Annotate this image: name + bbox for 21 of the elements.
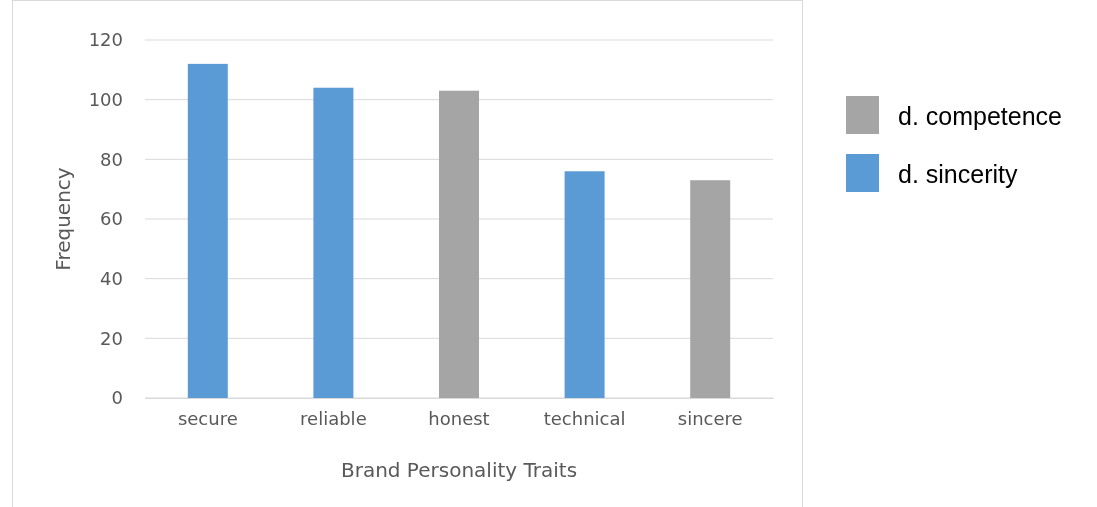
y-tick-label: 40 (100, 267, 123, 289)
bar (187, 63, 228, 398)
bar (690, 180, 731, 398)
x-tick-label: sincere (677, 407, 743, 429)
y-tick-label: 100 (88, 88, 123, 110)
x-tick-label: honest (428, 407, 490, 429)
x-tick-label: secure (177, 407, 238, 429)
y-axis-title: Frequency (51, 167, 75, 271)
y-tick-label: 20 (100, 327, 123, 349)
bar (564, 171, 605, 398)
y-tick-label: 80 (100, 148, 123, 170)
bar (439, 90, 479, 398)
legend-label: d. sincerity (898, 160, 1018, 188)
x-axis-title: Brand Personality Traits (340, 458, 578, 482)
legend-label: d. competence (898, 102, 1062, 130)
bar (313, 87, 354, 398)
y-tick-label: 0 (111, 387, 123, 409)
y-tick-label: 60 (100, 208, 123, 230)
y-tick-label: 120 (88, 29, 123, 51)
x-tick-label: technical (543, 407, 626, 429)
x-tick-label: reliable (300, 407, 367, 429)
